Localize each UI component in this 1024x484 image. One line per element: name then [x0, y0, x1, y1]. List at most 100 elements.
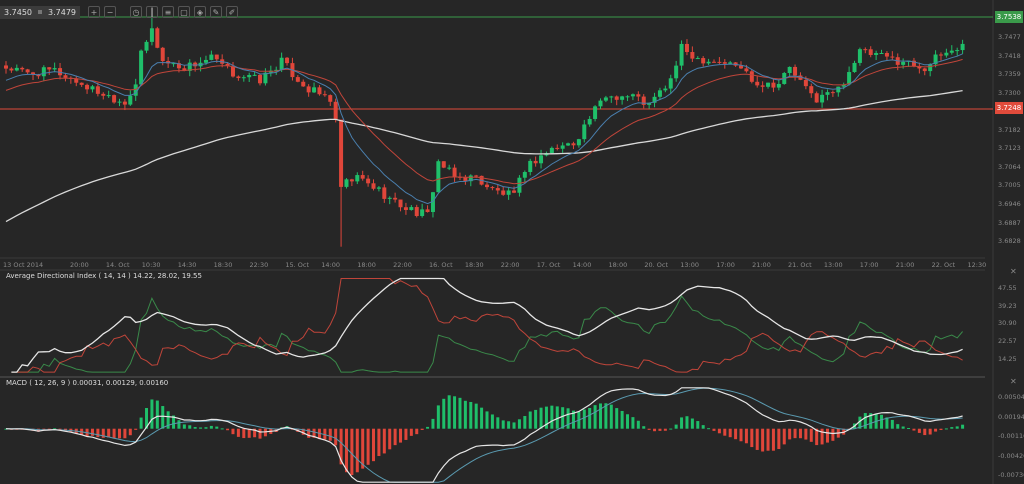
template-icon[interactable]: ▢	[178, 6, 190, 18]
macd-histogram-bar	[36, 428, 40, 432]
macd-histogram-bar	[53, 428, 57, 430]
time-label: 10:30	[141, 261, 161, 269]
macd-histogram-bar	[761, 428, 765, 452]
indicators-icon[interactable]: ≡	[162, 6, 174, 18]
time-label: 21:00	[895, 261, 915, 269]
candle-up	[522, 172, 527, 178]
time-label: 22:30	[249, 261, 269, 269]
candle-up	[674, 65, 679, 79]
candle-up	[847, 72, 852, 85]
candle-up	[90, 86, 95, 90]
candle-down	[809, 86, 814, 94]
macd-histogram-bar	[804, 428, 808, 440]
candle-up	[187, 62, 192, 71]
candle-down	[176, 63, 181, 69]
chart-type-icon[interactable]: ┃	[146, 6, 158, 18]
candle-up	[279, 57, 284, 70]
candle-up	[776, 83, 781, 88]
macd-tick: 0.00504	[998, 393, 1024, 401]
candle-up	[841, 84, 846, 87]
draw-icon[interactable]: ✐	[226, 6, 238, 18]
macd-histogram-bar	[323, 428, 327, 440]
macd-histogram-bar	[777, 428, 781, 449]
candle-up	[933, 54, 938, 65]
ask-price: 3.7479	[48, 7, 76, 17]
adx-tick: 30.90	[998, 319, 1017, 328]
macd-histogram-bar	[101, 428, 105, 438]
time-label: 17:00	[716, 261, 735, 269]
macd-histogram-bar	[815, 428, 819, 446]
plus-di-line	[11, 295, 963, 373]
candle-down	[9, 68, 14, 71]
candle-up	[582, 124, 587, 140]
candle-down	[739, 65, 744, 69]
macd-histogram-bar	[561, 407, 565, 429]
candle-down	[614, 96, 619, 100]
candle-up	[447, 167, 452, 169]
macd-histogram-bar	[744, 428, 748, 444]
candle-down	[160, 47, 165, 62]
bid-price: 3.7450	[4, 7, 32, 17]
time-label: 15. Oct	[285, 261, 310, 269]
macd-histogram-bar	[393, 428, 397, 446]
candle-down	[193, 62, 198, 67]
separator-icon	[38, 10, 42, 14]
candle-up	[149, 28, 154, 42]
macd-histogram-bar	[231, 428, 235, 435]
timeframe-icon[interactable]: ◷	[130, 6, 142, 18]
candle-down	[512, 190, 517, 193]
candle-up	[387, 197, 392, 199]
macd-histogram-bar	[566, 408, 570, 429]
tag-icon[interactable]: ◈	[194, 6, 206, 18]
macd-histogram-bar	[907, 427, 911, 429]
price-tick: 3.7064	[998, 162, 1021, 171]
candle-down	[403, 207, 408, 210]
candle-down	[36, 74, 41, 77]
macd-histogram-bar	[771, 428, 775, 451]
macd-histogram-bar	[582, 409, 586, 429]
candle-down	[230, 65, 235, 77]
candle-down	[214, 54, 219, 60]
macd-histogram-bar	[501, 420, 505, 429]
candle-down	[360, 175, 365, 179]
candle-down	[814, 93, 819, 103]
candle-down	[101, 93, 106, 96]
time-label: 18:30	[213, 261, 233, 269]
macd-histogram-bar	[523, 416, 527, 429]
macd-histogram-bar	[409, 428, 413, 436]
candle-up	[647, 102, 652, 105]
macd-histogram-bar	[442, 398, 446, 429]
candle-down	[452, 167, 457, 177]
zoom-out-icon[interactable]: −	[104, 6, 116, 18]
candle-down	[58, 68, 63, 76]
time-label: 12:30	[967, 261, 987, 269]
time-label: 20. Oct	[644, 261, 669, 269]
candle-down	[830, 92, 835, 94]
candle-up	[955, 50, 960, 52]
candle-up	[312, 87, 317, 93]
candle-down	[25, 69, 30, 73]
macd-histogram-bar	[182, 424, 186, 429]
close-adx-icon[interactable]: ✕	[1010, 267, 1017, 276]
candle-down	[371, 183, 376, 189]
edit-icon[interactable]: ✎	[210, 6, 222, 18]
candle-up	[874, 53, 879, 55]
candle-up	[679, 43, 684, 66]
macd-histogram-bar	[220, 428, 224, 430]
close-macd-icon[interactable]: ✕	[1010, 377, 1017, 386]
candle-up	[603, 97, 608, 101]
macd-signal-line	[5, 387, 963, 483]
macd-histogram-bar	[107, 428, 111, 438]
zoom-in-icon[interactable]: +	[88, 6, 100, 18]
macd-histogram-bar	[653, 428, 657, 432]
candle-up	[252, 74, 257, 76]
candle-down	[339, 119, 344, 187]
macd-histogram-bar	[161, 406, 165, 429]
macd-histogram-bar	[712, 428, 716, 431]
time-label: 13:00	[680, 261, 700, 269]
candle-down	[911, 60, 916, 66]
macd-histogram-bar	[328, 428, 332, 441]
macd-histogram-bar	[372, 428, 376, 462]
candle-up	[657, 90, 662, 97]
